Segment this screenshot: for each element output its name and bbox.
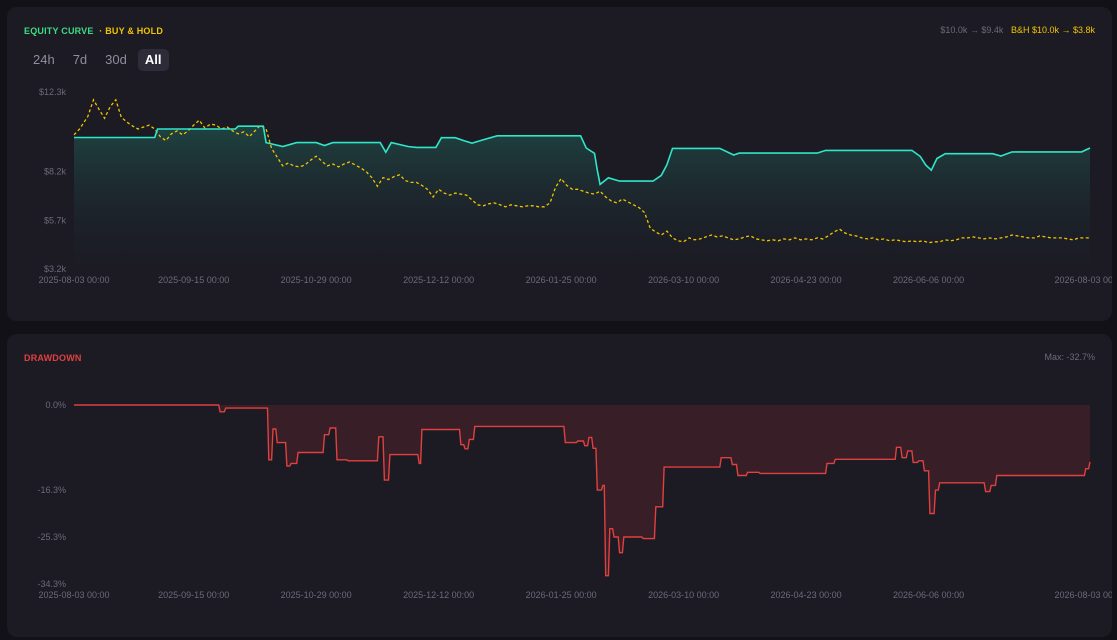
drawdown-y-tick-label: -16.3% [37, 485, 66, 495]
equity-x-tick-label: 2025-10-29 00:00 [281, 275, 352, 285]
drawdown-x-tick-label: 2025-10-29 00:00 [281, 590, 352, 600]
equity-x-tick-label: 2025-12-12 00:00 [403, 275, 474, 285]
drawdown-y-tick-label: -34.3% [37, 579, 66, 589]
drawdown-line [74, 404, 1091, 577]
strategy-summary: $10.0k → $9.4k [940, 25, 1004, 35]
tab-all[interactable]: All [137, 49, 169, 71]
drawdown-panel: DRAWDOWN Max: -32.7% 0.0% -16.3% -25.3% -34… [7, 334, 1112, 637]
tab-24h[interactable]: 24h [33, 52, 55, 67]
timeframe-tabs: 24h 7d 30d All [26, 49, 169, 71]
buy-hold-title: · BUY & HOLD [99, 26, 164, 36]
tab-7d[interactable]: 7d [72, 52, 88, 67]
equity-y-tick-label: $5.7k [44, 215, 67, 225]
buy-hold-line [73, 98, 1090, 244]
equity-x-tick-label: 2026-03-10 00:00 [648, 275, 719, 285]
equity-x-tick-label: 2025-08-03 00:00 [38, 275, 109, 285]
strategy-area-fill [74, 126, 1090, 269]
drawdown-x-tick-label: 2025-08-03 00:00 [38, 590, 109, 600]
equity-x-tick-label: 2026-06-06 00:00 [893, 275, 964, 285]
equity-y-tick-label: $8.2k [44, 167, 67, 177]
equity-summary: $10.0k → $9.4k B&H $10.0k → $3.8k [940, 25, 1095, 35]
drawdown-chart: 0.0% -16.3% -25.3% -34.3%2025-08-03 00:00 20… [37, 400, 1112, 600]
drawdown-x-tick-label: 2026-03-10 00:00 [648, 590, 719, 600]
drawdown-y-tick-label: 0.0% [45, 400, 66, 410]
drawdown-x-tick-label: 2026-06-06 00:00 [893, 590, 964, 600]
equity-x-tick-label: 2026-08-03 00:00 [1054, 275, 1112, 285]
equity-y-tick-label: $12.3k [39, 87, 67, 97]
drawdown-title: DRAWDOWN [24, 353, 82, 363]
equity-panel-title: EQUITY CURVE · BUY & HOLD [24, 26, 163, 36]
drawdown-area-fill [74, 405, 1090, 576]
strategy-equity-line [74, 125, 1091, 186]
drawdown-y-tick-label: -25.3% [37, 532, 66, 542]
buy-hold-summary: B&H $10.0k → $3.8k [1010, 25, 1095, 35]
equity-curve-title: EQUITY CURVE [24, 26, 94, 36]
drawdown-x-tick-label: 2025-12-12 00:00 [403, 590, 474, 600]
equity-y-tick-label: $3.2k [44, 264, 67, 274]
equity-x-tick-label: 2026-04-23 00:00 [771, 275, 842, 285]
equity-curve-panel: EQUITY CURVE · BUY & HOLD $10.0k → $9.4k… [7, 7, 1112, 321]
drawdown-x-tick-label: 2026-08-03 00:00 [1054, 590, 1112, 600]
tab-30d[interactable]: 30d [105, 52, 127, 67]
drawdown-x-tick-label: 2026-04-23 00:00 [771, 590, 842, 600]
equity-x-tick-label: 2025-09-15 00:00 [158, 275, 229, 285]
drawdown-x-tick-label: 2025-09-15 00:00 [158, 590, 229, 600]
drawdown-max-label: Max: -32.7% [1044, 352, 1095, 362]
equity-x-tick-label: 2026-01-25 00:00 [526, 275, 597, 285]
drawdown-x-tick-label: 2026-01-25 00:00 [526, 590, 597, 600]
